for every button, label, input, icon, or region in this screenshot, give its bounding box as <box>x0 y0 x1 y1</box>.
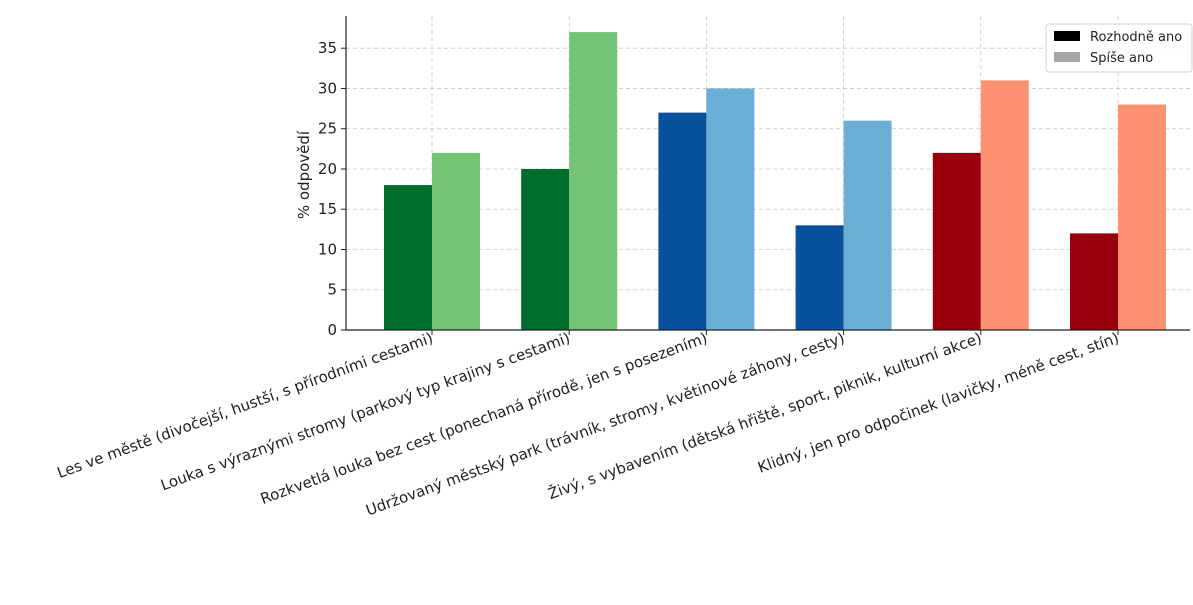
y-tick-label: 30 <box>318 79 337 97</box>
bar-rozhodne-ano-3 <box>658 112 707 330</box>
bar-rozhodne-ano-4 <box>795 225 844 330</box>
y-tick-label: 25 <box>318 120 337 138</box>
bar-spise-ano-6 <box>1118 104 1166 330</box>
legend: Rozhodně ano Spíše ano <box>1045 23 1193 73</box>
y-tick-label: 35 <box>318 39 337 57</box>
bar-spise-ano-5 <box>980 80 1029 331</box>
bar-spise-ano-3 <box>706 88 755 330</box>
x-axis-ticks: Les ve městě (divočejší, hustší, s příro… <box>55 328 1122 520</box>
y-tick-label: 5 <box>327 281 337 299</box>
bar-spise-ano-2 <box>569 32 618 330</box>
axes <box>345 16 1190 331</box>
y-axis-label: % odpovědí <box>295 130 313 219</box>
legend-label-rozhodne-ano: Rozhodně ano <box>1090 30 1182 45</box>
bar-rozhodne-ano-2 <box>521 168 570 330</box>
legend-box <box>1045 23 1193 73</box>
y-axis-ticks: 0 5 10 15 20 25 30 35 <box>318 39 346 339</box>
bar-spise-ano-4 <box>843 120 892 331</box>
y-tick-label: 0 <box>327 321 337 339</box>
bars <box>384 32 1166 331</box>
bar-rozhodne-ano-5 <box>932 152 981 330</box>
y-tick-label: 15 <box>318 200 337 218</box>
bar-rozhodne-ano-6 <box>1070 233 1118 330</box>
legend-swatch-spise-ano <box>1054 52 1080 62</box>
legend-label-spise-ano: Spíše ano <box>1090 51 1153 66</box>
bar-spise-ano-1 <box>432 152 480 330</box>
x-tick-label: Udržovaný městský park (trávník, stromy,… <box>363 329 847 520</box>
legend-swatch-rozhodne-ano <box>1054 31 1080 41</box>
bar-rozhodne-ano-1 <box>384 185 432 330</box>
y-tick-label: 20 <box>318 160 337 178</box>
y-tick-label: 10 <box>318 240 337 258</box>
